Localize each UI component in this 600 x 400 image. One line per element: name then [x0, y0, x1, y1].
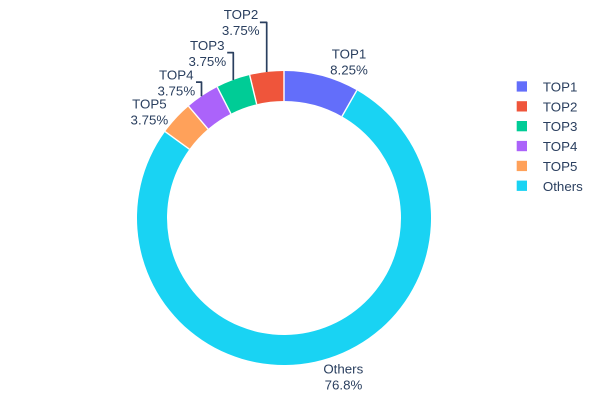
svg-text:8.25%: 8.25%: [330, 63, 368, 78]
svg-text:3.75%: 3.75%: [188, 54, 226, 69]
svg-text:76.8%: 76.8%: [325, 378, 363, 393]
svg-text:TOP1: TOP1: [332, 47, 367, 62]
svg-text:Others: Others: [323, 362, 363, 377]
svg-text:TOP5: TOP5: [132, 96, 167, 111]
svg-text:TOP3: TOP3: [190, 38, 225, 53]
svg-text:TOP2: TOP2: [224, 7, 259, 22]
svg-text:TOP3: TOP3: [543, 119, 578, 134]
svg-text:Others: Others: [543, 179, 583, 194]
svg-text:3.75%: 3.75%: [131, 112, 169, 127]
svg-text:TOP4: TOP4: [543, 139, 578, 154]
svg-text:TOP2: TOP2: [543, 99, 578, 114]
svg-text:TOP4: TOP4: [159, 68, 194, 83]
svg-text:3.75%: 3.75%: [157, 84, 195, 99]
svg-text:3.75%: 3.75%: [222, 23, 260, 38]
svg-text:TOP5: TOP5: [543, 159, 578, 174]
svg-text:TOP1: TOP1: [543, 80, 578, 95]
